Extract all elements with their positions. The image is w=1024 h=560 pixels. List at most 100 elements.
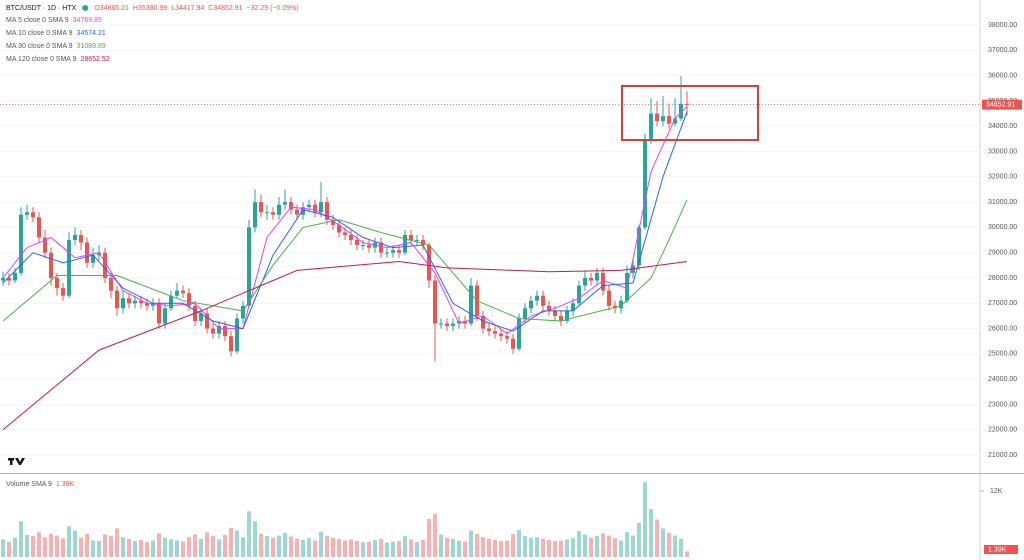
volume-bar <box>481 537 486 557</box>
volume-bar <box>277 535 282 557</box>
candle-body <box>289 202 294 210</box>
volume-bar <box>55 535 60 557</box>
candle-body <box>55 277 60 289</box>
volume-bar <box>535 537 540 557</box>
volume-bar <box>247 511 252 557</box>
volume-bar <box>43 537 48 557</box>
ohlc-value: L34417.94 <box>171 5 204 12</box>
volume-title: Volume SMA 9 <box>6 481 52 488</box>
candle-body <box>607 290 612 306</box>
candle-body <box>229 336 234 352</box>
candle-body <box>427 245 432 281</box>
candle-body <box>439 323 444 325</box>
volume-bar <box>451 538 456 557</box>
candle-body <box>667 116 672 124</box>
volume-bar <box>157 533 162 557</box>
volume-bar <box>79 537 84 557</box>
candle-body <box>133 300 138 304</box>
volume-bar <box>673 535 678 557</box>
candle-body <box>67 240 72 296</box>
candle-body <box>649 113 654 139</box>
volume-bar <box>571 538 576 557</box>
volume-bar <box>475 533 480 557</box>
candle-body <box>25 212 30 215</box>
y-tick-label: 31000.00 <box>988 199 1017 206</box>
volume-bar <box>403 536 408 557</box>
candle-body <box>301 207 306 215</box>
candle-body <box>139 300 144 304</box>
candle-body <box>19 214 24 273</box>
legend-value: 31089.89 <box>77 43 106 50</box>
candle-body <box>121 298 126 309</box>
candle-body <box>127 298 132 304</box>
candle-body <box>163 308 168 324</box>
volume-bar <box>181 541 186 557</box>
candle-body <box>505 336 510 339</box>
legend-value: 34769.85 <box>73 17 102 24</box>
volume-bar <box>115 528 120 557</box>
volume-tick-label: 12K <box>990 488 1003 495</box>
candle-body <box>343 232 348 235</box>
y-tick-label: 25000.00 <box>988 351 1017 358</box>
volume-bar <box>319 531 324 557</box>
candle-body <box>589 277 594 281</box>
candle-body <box>223 326 228 337</box>
candle-body <box>637 227 642 266</box>
candle-body <box>37 217 42 238</box>
volume-bar <box>205 532 210 557</box>
y-tick-label: 21000.00 <box>988 452 1017 459</box>
volume-bar <box>241 537 246 557</box>
y-tick-label: 34000.00 <box>988 123 1017 130</box>
candle-body <box>529 300 534 309</box>
y-tick-label: 26000.00 <box>988 325 1017 332</box>
candle-body <box>211 328 216 334</box>
ohlc-value: −32.29 (−0.09%) <box>247 5 299 12</box>
volume-bar <box>283 532 288 557</box>
candle-body <box>307 204 312 208</box>
legend-name: MA 120 close 0 SMA 9 <box>6 56 77 63</box>
volume-bar <box>667 532 672 557</box>
volume-bar <box>85 533 90 557</box>
volume-bar <box>235 530 240 557</box>
legend-name: MA 10 close 0 SMA 9 <box>6 30 73 37</box>
ohlc-value: C34852.91 <box>208 5 242 12</box>
volume-bar <box>193 534 198 557</box>
volume-bar <box>145 542 150 557</box>
volume-bar <box>379 538 384 557</box>
volume-bar <box>139 539 144 557</box>
chart-title: BTC/USDT · 1D · HTX <box>6 5 77 12</box>
volume-bar <box>289 536 294 557</box>
volume-sma-tag <box>984 545 1018 554</box>
volume-bar <box>457 540 462 557</box>
volume-bar <box>337 538 342 557</box>
candle-body <box>349 234 354 241</box>
status-dot <box>82 5 89 11</box>
volume-bar <box>613 538 618 557</box>
volume-bar <box>355 541 360 557</box>
volume-bar <box>169 539 174 557</box>
volume-bar <box>499 541 504 557</box>
candle-body <box>259 202 264 213</box>
candle-body <box>199 313 204 321</box>
volume-bar <box>67 526 72 557</box>
ma-line <box>2 111 688 332</box>
volume-bar <box>61 538 66 557</box>
y-tick-label: 23000.00 <box>988 401 1017 408</box>
candle-body <box>235 318 240 352</box>
candle-body <box>433 280 438 324</box>
volume-bar <box>685 551 690 557</box>
volume-bar <box>595 536 600 557</box>
candle-body <box>679 103 684 119</box>
volume-bar <box>433 514 438 557</box>
volume-bar <box>559 540 564 557</box>
volume-bar <box>541 538 546 557</box>
volume-sma-value: 1.39K <box>56 481 75 488</box>
candle-body <box>169 295 174 309</box>
candle-body <box>283 202 288 205</box>
candle-body <box>619 300 624 309</box>
candle-body <box>1 277 6 281</box>
volume-bar <box>301 539 306 557</box>
volume-bar <box>259 533 264 557</box>
candle-body <box>457 320 462 324</box>
